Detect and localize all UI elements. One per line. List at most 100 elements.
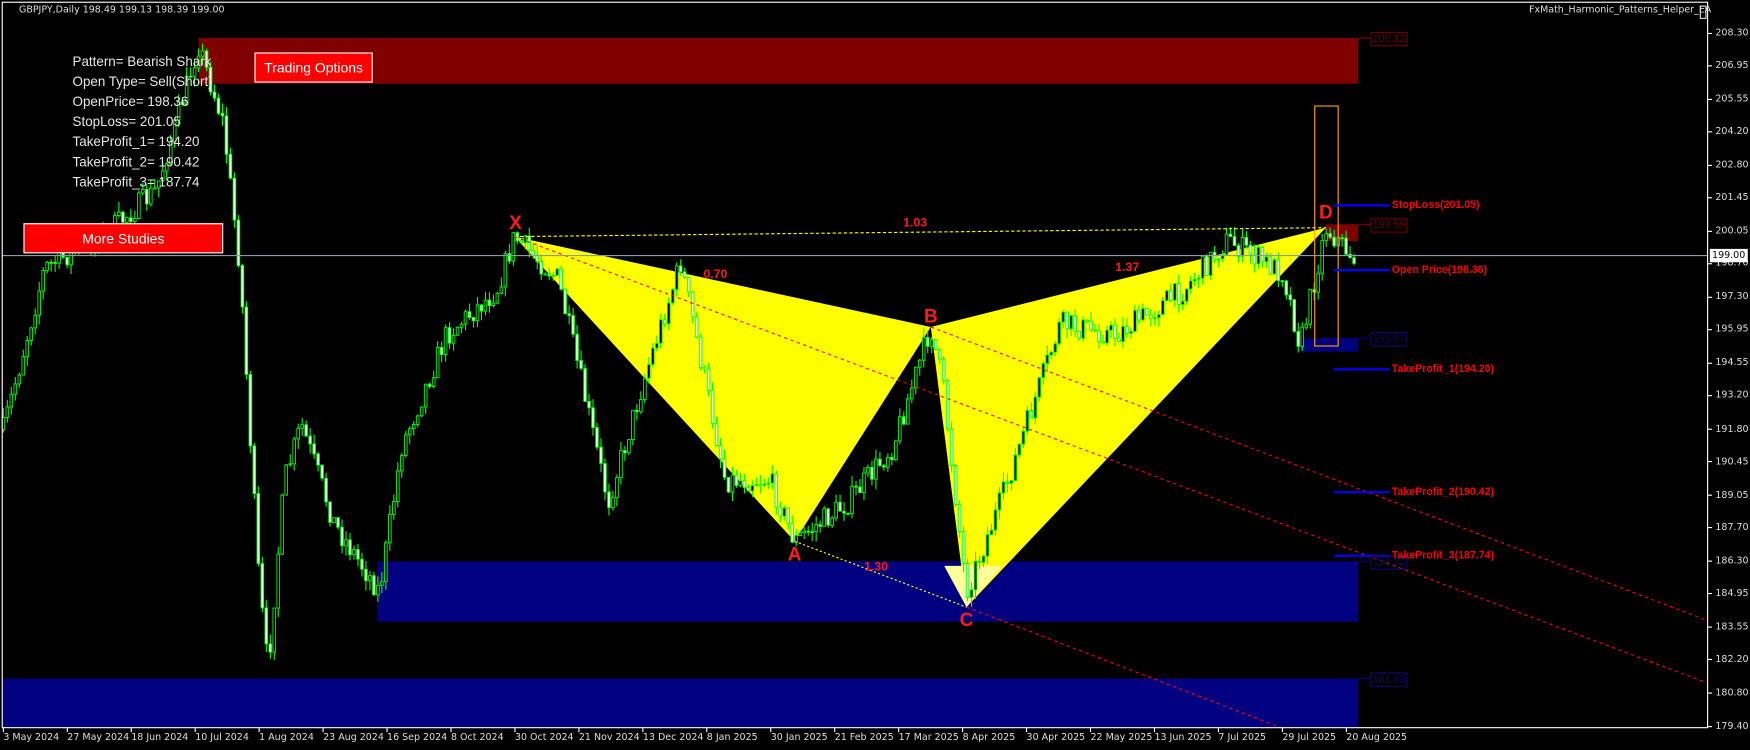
candle-body [475, 304, 480, 322]
candle-body [810, 531, 814, 534]
candle-body [1320, 240, 1324, 274]
candle-body [965, 562, 970, 598]
zone-price-label: 206.12 [1370, 31, 1408, 47]
candle-body [1061, 311, 1065, 323]
candle-body [818, 524, 822, 527]
candle-body [953, 465, 958, 505]
candle-body [1145, 308, 1149, 316]
candle-body [196, 55, 201, 69]
candle-body [906, 398, 910, 425]
level-label: Open Price(198.36) [1391, 263, 1488, 277]
candle-body [611, 497, 615, 509]
candle-body [1240, 236, 1245, 257]
pattern-triangle-xab [514, 236, 931, 542]
candle-body [13, 383, 18, 395]
candle-body [782, 507, 787, 517]
date-axis-label: 13 Dec 2024 [642, 732, 704, 744]
candle-body [419, 406, 424, 417]
date-axis-label: 8 Jan 2025 [706, 732, 758, 744]
candle-body [1316, 272, 1320, 293]
candle-body [1029, 410, 1034, 419]
candle-body [945, 380, 950, 430]
more-studies-button[interactable]: More Studies [23, 223, 224, 254]
candle-body [858, 486, 862, 494]
candle-body [376, 584, 380, 596]
price-axis-label: 180.80 [1715, 687, 1749, 699]
date-axis-label: 1 Aug 2024 [259, 732, 314, 744]
candle-body [49, 261, 53, 264]
candle-body [216, 97, 221, 114]
candle-body [694, 316, 699, 338]
candle-body [547, 273, 551, 277]
candle-body [726, 476, 731, 493]
candle-body [364, 568, 368, 582]
candle-body [678, 265, 683, 273]
date-axis-label: 23 Aug 2024 [323, 732, 384, 744]
candle-body [443, 327, 448, 355]
projection-line-c [966, 606, 1282, 729]
candle-body [232, 177, 237, 221]
price-axis-label: 190.45 [1715, 456, 1749, 468]
candle-body [340, 526, 344, 547]
candle-body [1200, 255, 1205, 279]
candle-body [507, 253, 512, 262]
candle-body [1220, 254, 1225, 260]
candle-body [973, 560, 978, 591]
candle-body [65, 256, 69, 266]
zone-price-label: 186.22 [1370, 555, 1408, 570]
candle-body [1224, 233, 1229, 256]
candle-body [1013, 454, 1018, 481]
candle-body [29, 327, 34, 341]
candle-body [758, 484, 763, 487]
candle-body [1133, 309, 1137, 332]
candle-body [985, 534, 990, 557]
price-axis-label: 194.55 [1715, 357, 1749, 369]
candle-body [467, 311, 472, 318]
info-open-price: OpenPrice= 198.36 [72, 93, 189, 110]
candle-body [814, 524, 818, 532]
candle-body [941, 358, 946, 382]
candle-body [37, 290, 41, 316]
candle-body [555, 268, 559, 276]
candle-body [878, 458, 882, 466]
candle-body [690, 291, 695, 318]
projection-line-b [930, 326, 1708, 622]
candle-body [710, 389, 715, 424]
price-axis-label: 197.30 [1715, 291, 1749, 303]
candle-body [435, 346, 440, 379]
candle-body [993, 509, 998, 531]
candle-body [1232, 236, 1237, 247]
candle-body [1268, 256, 1273, 275]
candle-body [141, 188, 145, 194]
candle-body [244, 306, 249, 375]
candle-body [1129, 331, 1133, 334]
candle-body [403, 434, 408, 457]
ea-name: FxMath_Harmonic_Patterns_Helper_EA [1529, 4, 1712, 16]
price-axis-label: 191.80 [1715, 423, 1749, 435]
candle-body [599, 446, 603, 464]
trading-options-button[interactable]: Trading Options [254, 52, 373, 83]
candle-body [619, 450, 623, 479]
candle-body [148, 187, 153, 205]
price-axis-label: 205.55 [1715, 93, 1749, 106]
candle-body [125, 217, 129, 223]
candle-body [264, 607, 269, 645]
candle-body [1328, 233, 1332, 238]
info-takeprofit-1: TakeProfit_1= 194.20 [72, 133, 200, 150]
candle-body [164, 163, 169, 172]
candle-body [1137, 309, 1141, 321]
price-axis-label: 193.20 [1715, 390, 1749, 402]
candle-body [766, 482, 771, 485]
candle-body [1208, 251, 1213, 276]
candle-body [1176, 283, 1181, 305]
zone-demand [2, 678, 1359, 728]
candle-body [1300, 326, 1305, 347]
candle-body [276, 553, 281, 609]
candle-body [730, 474, 735, 493]
ea-smiley-icon[interactable] [1699, 5, 1707, 19]
candle-body [1017, 443, 1022, 456]
candle-body [746, 487, 751, 492]
candle-body [1045, 354, 1050, 364]
